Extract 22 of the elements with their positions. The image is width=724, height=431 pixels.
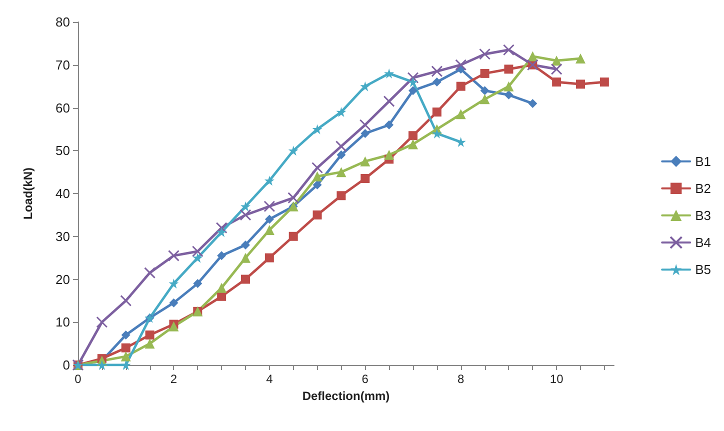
- x-tick-label: 8: [458, 372, 465, 386]
- legend-label: B4: [695, 235, 712, 250]
- legend-label: B1: [695, 154, 712, 169]
- y-tick-label: 50: [56, 143, 70, 158]
- x-axis-title: Deflection(mm): [302, 388, 390, 403]
- y-tick-label: 0: [62, 358, 70, 372]
- y-tick-label: 20: [56, 272, 70, 287]
- y-tick-label: 80: [56, 14, 70, 30]
- legend-label: B3: [695, 208, 712, 223]
- legend-label: B2: [695, 180, 712, 196]
- x-tick-label: 10: [550, 372, 564, 386]
- x-tick-label: 0: [74, 372, 82, 386]
- y-tick-label: 70: [56, 57, 70, 72]
- x-tick-label: 2: [170, 372, 178, 386]
- y-axis-title: Load(kN): [21, 168, 35, 220]
- y-tick-label: 30: [56, 228, 70, 244]
- x-tick-label: 6: [362, 372, 369, 386]
- y-tick-label: 10: [56, 314, 70, 330]
- y-tick-label: 60: [56, 100, 70, 116]
- x-tick-label: 4: [266, 372, 274, 386]
- legend-label: B5: [695, 262, 712, 278]
- y-tick-label: 40: [56, 186, 70, 201]
